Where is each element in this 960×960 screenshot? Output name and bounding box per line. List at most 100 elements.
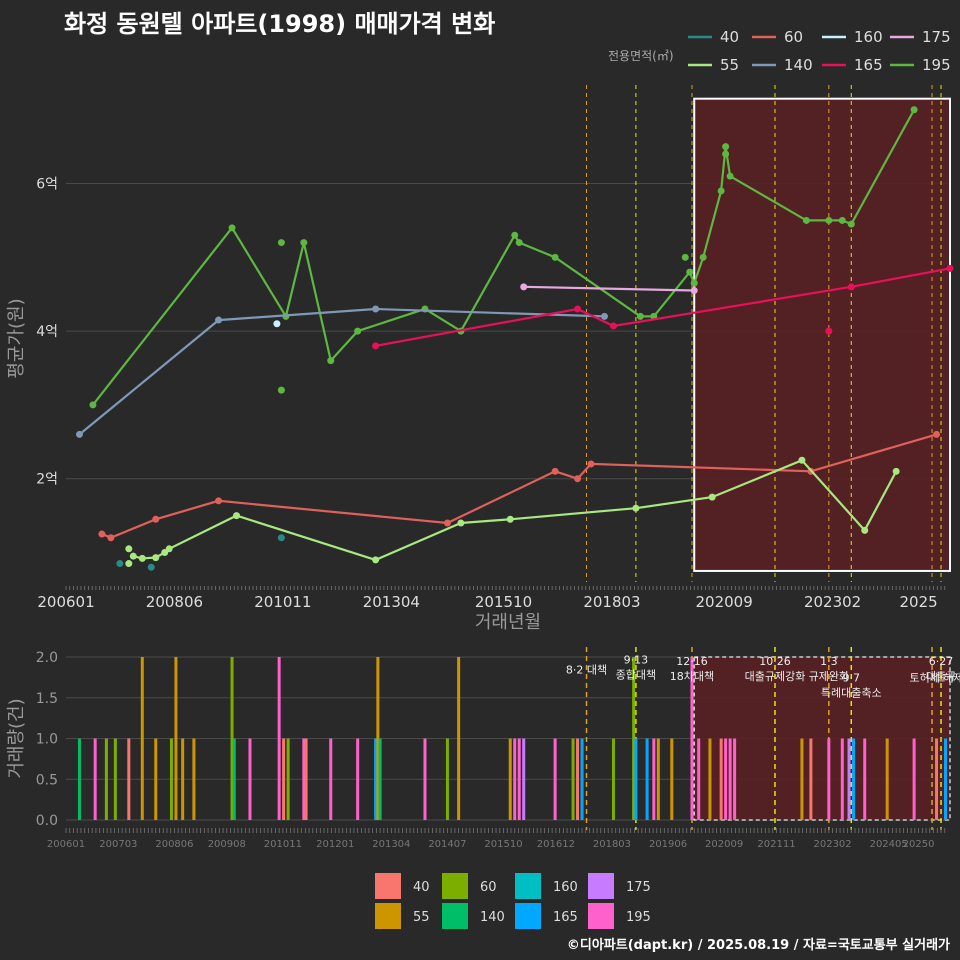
bar-40 bbox=[127, 738, 131, 820]
bar-legend-swatch bbox=[375, 873, 401, 899]
data-point-55 bbox=[233, 512, 241, 520]
policy-annotation-text: 10·26 bbox=[759, 655, 791, 668]
data-point-60 bbox=[443, 519, 451, 527]
bar-55 bbox=[376, 657, 380, 820]
legend-label: 160 bbox=[854, 28, 883, 46]
bar-195 bbox=[423, 738, 427, 820]
bar-175 bbox=[847, 738, 851, 820]
data-point-195 bbox=[300, 239, 308, 247]
bar-legend-label: 40 bbox=[413, 880, 430, 895]
data-point-165 bbox=[372, 342, 380, 350]
x-tick-label: 201304 bbox=[363, 593, 420, 611]
data-point-195 bbox=[847, 220, 855, 228]
bar-195 bbox=[690, 657, 694, 820]
data-point-55 bbox=[457, 519, 465, 527]
bar-165 bbox=[374, 738, 378, 820]
bar-60 bbox=[230, 657, 234, 820]
bar-legend-swatch bbox=[442, 873, 468, 899]
data-point-175 bbox=[690, 287, 698, 295]
legend-item-175: 175 bbox=[890, 28, 951, 46]
bar-x-tick-label: 201803 bbox=[593, 839, 631, 850]
data-point-195 bbox=[910, 106, 918, 114]
bar-y-tick-label: 1.5 bbox=[36, 691, 58, 707]
legend-label: 60 bbox=[784, 28, 803, 46]
bar-x-tick-label: 202302 bbox=[813, 839, 851, 850]
bar-legend-item-55: 55 bbox=[375, 903, 430, 929]
policy-annotation-text: 대출규제강화 bbox=[745, 670, 806, 683]
data-point-195 bbox=[515, 239, 523, 247]
x-tick-label: 200806 bbox=[146, 593, 203, 611]
legend-item-40: 40 bbox=[688, 28, 739, 46]
bar-legend-swatch bbox=[515, 873, 541, 899]
x-axis-title: 거래년월 bbox=[475, 612, 541, 633]
bar-195 bbox=[733, 738, 737, 820]
data-point-195 bbox=[722, 150, 730, 158]
data-point-160 bbox=[273, 320, 281, 328]
bar-y-tick-label: 0.5 bbox=[36, 772, 58, 788]
policy-annotation-text: 9·13 bbox=[624, 654, 649, 667]
data-point-195 bbox=[825, 216, 833, 224]
series-line-140 bbox=[78, 307, 605, 436]
bar-legend-swatch bbox=[515, 903, 541, 929]
bar-195 bbox=[329, 738, 333, 820]
data-point-195 bbox=[802, 216, 810, 224]
data-point-195 bbox=[681, 253, 689, 261]
bar-x-tick-label: 202111 bbox=[757, 839, 795, 850]
policy-annotation-text: 18차대책 bbox=[670, 670, 714, 683]
policy-annotation: 12·16 18차대책 bbox=[670, 655, 714, 683]
x-tick-label: 201510 bbox=[475, 593, 532, 611]
legend-title: 전용면적(㎡) bbox=[608, 49, 674, 63]
y-axis-title: 평균가(원) bbox=[6, 298, 27, 378]
legend-item-165: 165 bbox=[822, 56, 883, 74]
policy-annotation-text: 특례대출축소 bbox=[821, 686, 882, 699]
policy-annotation: 1·3 규제완화 bbox=[809, 655, 849, 683]
policy-annotation-text: 토허제 해제 bbox=[909, 670, 960, 684]
policy-annotation-text: 규제완화 bbox=[809, 670, 849, 683]
x-tick-label: 201803 bbox=[583, 593, 640, 611]
data-point-55 bbox=[798, 456, 806, 464]
bar-55 bbox=[192, 738, 196, 820]
legend-label: 195 bbox=[922, 56, 951, 74]
data-point-55 bbox=[861, 526, 869, 534]
bar-legend-label: 195 bbox=[626, 910, 651, 925]
series-line-195 bbox=[92, 109, 916, 406]
data-point-195 bbox=[327, 357, 335, 365]
bar-x-tick-label: 201201 bbox=[316, 839, 354, 850]
series-line-60 bbox=[101, 433, 937, 539]
legend-label: 140 bbox=[784, 56, 813, 74]
bar-legend-item-60: 60 bbox=[442, 873, 497, 899]
bar-60 bbox=[571, 738, 575, 820]
data-point-55 bbox=[125, 545, 133, 553]
bar-legend-label: 140 bbox=[480, 910, 505, 925]
bar-60 bbox=[113, 738, 117, 820]
bar-legend-swatch bbox=[588, 873, 614, 899]
highlight-region bbox=[693, 97, 951, 572]
bar-195 bbox=[302, 738, 306, 820]
data-point-55 bbox=[708, 493, 716, 501]
data-point-60 bbox=[933, 430, 941, 438]
bar-195 bbox=[513, 738, 517, 820]
bar-y-tick-label: 1.0 bbox=[36, 732, 58, 748]
bar-55 bbox=[457, 657, 461, 820]
bar-60 bbox=[611, 738, 615, 820]
bar-195 bbox=[697, 738, 701, 820]
legend-item-55: 55 bbox=[688, 56, 739, 74]
bar-60 bbox=[169, 738, 173, 820]
bar-legend-item-175: 175 bbox=[588, 873, 651, 899]
y-tick-label: 4억 bbox=[36, 324, 58, 340]
bar-x-tick-label: 201304 bbox=[372, 839, 410, 850]
legend-item-60: 60 bbox=[752, 28, 803, 46]
data-point-55 bbox=[152, 554, 160, 562]
bar-165 bbox=[634, 738, 638, 820]
bar-55 bbox=[140, 657, 144, 820]
data-point-60 bbox=[215, 497, 223, 505]
bar-x-tick-label: 200703 bbox=[99, 839, 137, 850]
bar-legend-item-195: 195 bbox=[588, 903, 651, 929]
bar-x-tick-label: 200601 bbox=[47, 839, 85, 850]
bar-legend-swatch bbox=[588, 903, 614, 929]
bar-195 bbox=[724, 738, 728, 820]
bar-40 bbox=[304, 738, 308, 820]
bar-55 bbox=[885, 738, 889, 820]
data-point-55 bbox=[165, 545, 173, 553]
